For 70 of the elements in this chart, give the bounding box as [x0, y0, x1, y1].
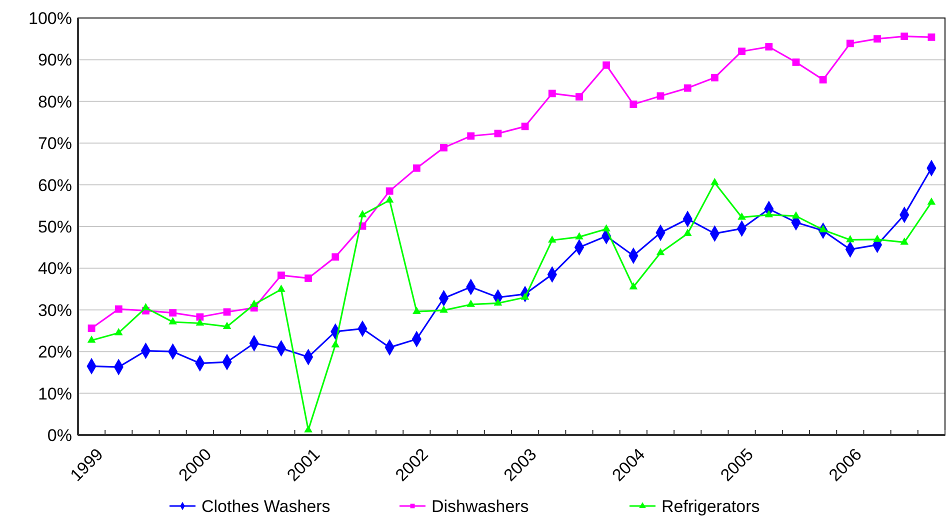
- point: [656, 248, 665, 256]
- y-tick-label: 100%: [28, 8, 72, 28]
- point: [629, 282, 638, 290]
- point: [277, 284, 286, 292]
- point: [358, 210, 367, 218]
- point: [710, 178, 719, 186]
- point: [142, 303, 150, 310]
- point: [873, 234, 882, 242]
- point: [927, 198, 936, 205]
- point: [250, 300, 258, 307]
- point: [222, 322, 232, 329]
- point: [819, 76, 827, 84]
- point: [196, 318, 204, 326]
- point: [900, 32, 908, 40]
- legend-label: Refrigerators: [662, 497, 760, 516]
- point: [168, 317, 177, 324]
- point: [548, 90, 556, 98]
- point: [466, 300, 476, 307]
- y-tick-label: 20%: [38, 342, 72, 362]
- point: [576, 93, 583, 101]
- point: [792, 211, 800, 218]
- point: [602, 61, 610, 69]
- point: [575, 232, 584, 240]
- y-tick-label: 70%: [38, 134, 72, 154]
- y-tick-label: 80%: [38, 92, 72, 112]
- point: [602, 224, 610, 232]
- point: [385, 195, 394, 203]
- y-tick-label: 50%: [38, 217, 72, 236]
- point: [846, 235, 854, 242]
- point: [386, 187, 394, 195]
- point: [440, 306, 448, 313]
- point: [114, 305, 122, 313]
- point: [710, 74, 718, 82]
- point: [440, 144, 448, 152]
- y-tick-label: 60%: [38, 176, 72, 195]
- point: [331, 340, 340, 348]
- point: [304, 274, 312, 282]
- point: [88, 324, 96, 332]
- point: [87, 336, 96, 343]
- point: [332, 253, 340, 261]
- point: [494, 130, 502, 138]
- point: [900, 238, 909, 245]
- point: [196, 313, 204, 321]
- y-tick-label: 40%: [38, 259, 72, 278]
- point: [684, 84, 692, 92]
- point: [169, 309, 177, 317]
- point: [548, 235, 556, 243]
- legend-label: Clothes Washers: [202, 497, 330, 516]
- y-tick-label: 90%: [38, 50, 72, 70]
- point: [928, 33, 936, 41]
- point: [874, 35, 881, 43]
- point: [114, 328, 123, 336]
- point: [521, 122, 529, 130]
- point: [792, 58, 800, 66]
- point: [412, 306, 421, 314]
- point: [846, 40, 854, 48]
- point: [630, 100, 638, 108]
- point: [467, 132, 475, 140]
- y-tick-label: 0%: [47, 426, 72, 445]
- legend-label: Dishwashers: [432, 497, 529, 516]
- y-tick-label: 10%: [38, 384, 72, 404]
- point: [304, 425, 312, 432]
- point: [738, 212, 746, 220]
- point: [277, 272, 285, 279]
- y-tick-label: 30%: [38, 300, 72, 320]
- point: [683, 228, 692, 236]
- point: [765, 43, 773, 50]
- point: [412, 164, 420, 172]
- point: [764, 210, 774, 218]
- point: [738, 48, 746, 56]
